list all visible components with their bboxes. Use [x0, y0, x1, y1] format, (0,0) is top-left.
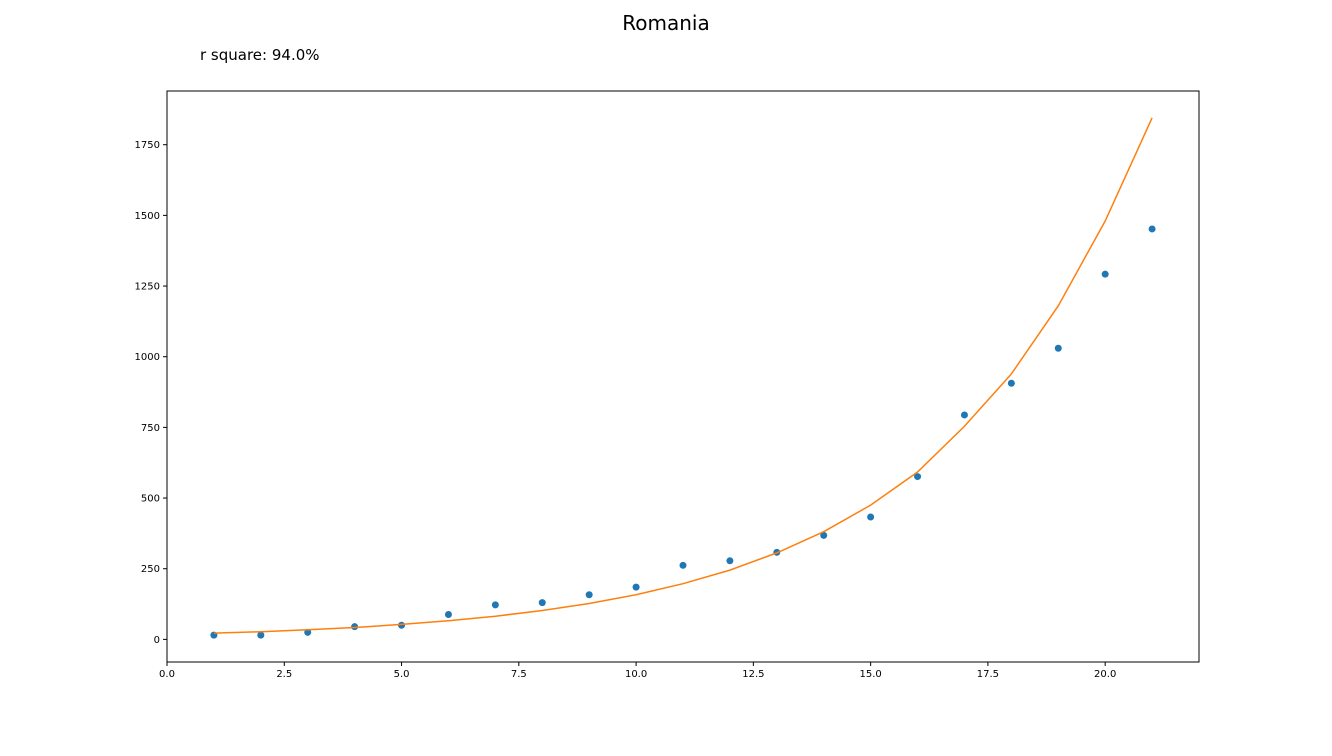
y-tick-label: 1000	[135, 352, 160, 363]
y-tick-label: 1500	[135, 211, 160, 222]
x-tick-label: 17.5	[977, 669, 999, 680]
fit-curve-line	[213, 117, 1153, 634]
scatter-point	[491, 601, 499, 609]
scatter-point	[1148, 225, 1156, 233]
scatter-point	[679, 561, 687, 569]
axes-frame	[166, 90, 1200, 663]
scatter-point	[444, 611, 452, 619]
x-tick-label: 12.5	[742, 669, 764, 680]
scatter-point	[585, 591, 593, 599]
y-tick-label: 500	[141, 494, 160, 505]
x-tick-label: 0.0	[159, 669, 175, 680]
x-tick-label: 5.0	[394, 669, 410, 680]
scatter-point	[632, 583, 640, 591]
x-tick-label: 20.0	[1094, 669, 1116, 680]
scatter-point	[257, 631, 265, 639]
scatter-point	[351, 623, 359, 631]
scatter-point	[960, 411, 968, 419]
scatter-point	[867, 513, 875, 521]
chart-title: Romania	[622, 11, 709, 35]
y-tick-label: 250	[141, 564, 160, 575]
scatter-point	[820, 531, 828, 539]
y-tick-label: 750	[141, 423, 160, 434]
scatter-point	[726, 557, 734, 565]
y-tick-label: 0	[154, 635, 160, 646]
y-tick-label: 1250	[135, 282, 160, 293]
scatter-point	[1101, 270, 1109, 278]
x-tick-label: 10.0	[625, 669, 647, 680]
x-tick-label: 7.5	[511, 669, 527, 680]
scatter-point	[538, 599, 546, 607]
scatter-point	[398, 621, 406, 629]
scatter-point	[914, 473, 922, 481]
r-square-annotation: r square: 94.0%	[200, 46, 320, 64]
scatter-point	[1007, 379, 1015, 387]
scatter-point	[1054, 344, 1062, 352]
y-tick-label: 1750	[135, 140, 160, 151]
x-tick-label: 2.5	[276, 669, 292, 680]
plot-area: 0.0 2.5 5.0 7.5 10.0 12.5 15.0 17.5 20.0 0 250 500 7…	[135, 117, 1156, 680]
x-tick-label: 15.0	[860, 669, 882, 680]
